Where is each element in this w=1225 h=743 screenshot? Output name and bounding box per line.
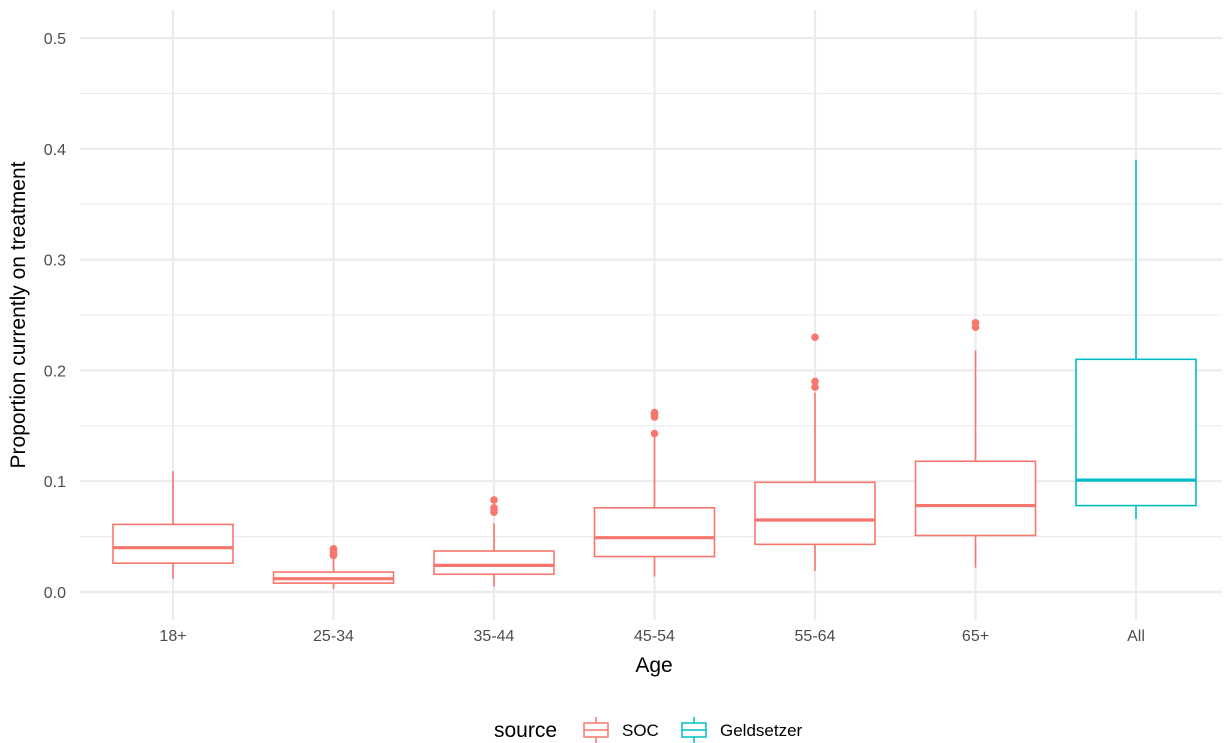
outlier-point <box>650 408 659 417</box>
x-tick-label: 18+ <box>159 628 186 645</box>
legend: source SOC Geldsetzer <box>494 717 803 743</box>
x-tick-label: 55-64 <box>795 628 836 645</box>
x-tick-label: 65+ <box>962 628 989 645</box>
legend-entries: SOC Geldsetzer <box>583 717 803 743</box>
x-tick-label: All <box>1127 628 1145 645</box>
box-iqr <box>914 460 1037 537</box>
outlier-point <box>329 544 338 553</box>
legend-label: SOC <box>622 721 659 740</box>
x-axis-tick-labels: 18+ 25-34 35-44 45-54 55-64 65+ All <box>159 628 1144 645</box>
minor-gridlines <box>80 92 1222 538</box>
y-axis-tick-labels: 0.0 0.1 0.2 0.3 0.4 0.5 <box>44 31 66 602</box>
outlier-point <box>490 496 498 504</box>
box-All <box>1075 159 1197 519</box>
box-iqr <box>433 550 555 576</box>
box-25-34 <box>272 544 395 589</box>
x-axis-title: Age <box>635 654 672 677</box>
outlier-point <box>811 333 819 341</box>
box-65+ <box>914 318 1037 568</box>
box-iqr <box>754 481 876 546</box>
outlier-point <box>490 503 498 512</box>
box-18+ <box>112 471 234 579</box>
box-iqr <box>112 523 234 564</box>
box-iqr <box>593 506 716 558</box>
box-iqr <box>1075 358 1197 507</box>
y-tick-label: 0.5 <box>44 31 66 48</box>
box-55-64 <box>754 333 876 571</box>
x-tick-label: 45-54 <box>634 628 675 645</box>
box-45-54 <box>593 408 716 577</box>
y-tick-label: 0.2 <box>44 363 66 380</box>
boxplot-boxes <box>112 159 1197 589</box>
box-35-44 <box>433 496 555 587</box>
outlier-point <box>811 377 819 386</box>
outlier-point <box>650 429 659 438</box>
legend-entry-soc: SOC <box>583 717 659 743</box>
x-tick-label: 25-34 <box>313 628 354 645</box>
x-tick-label: 35-44 <box>474 628 515 645</box>
y-tick-label: 0.4 <box>44 142 66 159</box>
legend-label: Geldsetzer <box>720 721 803 740</box>
legend-title: source <box>494 719 557 742</box>
y-tick-label: 0.0 <box>44 585 66 602</box>
y-axis-title: Proportion currently on treatment <box>7 161 30 468</box>
legend-key <box>583 717 609 743</box>
y-tick-label: 0.3 <box>44 253 66 270</box>
y-tick-label: 0.1 <box>44 474 66 491</box>
legend-entry-geldsetzer: Geldsetzer <box>681 717 803 743</box>
legend-key <box>681 717 707 743</box>
outlier-point <box>971 318 980 327</box>
outlier-point <box>811 383 819 391</box>
